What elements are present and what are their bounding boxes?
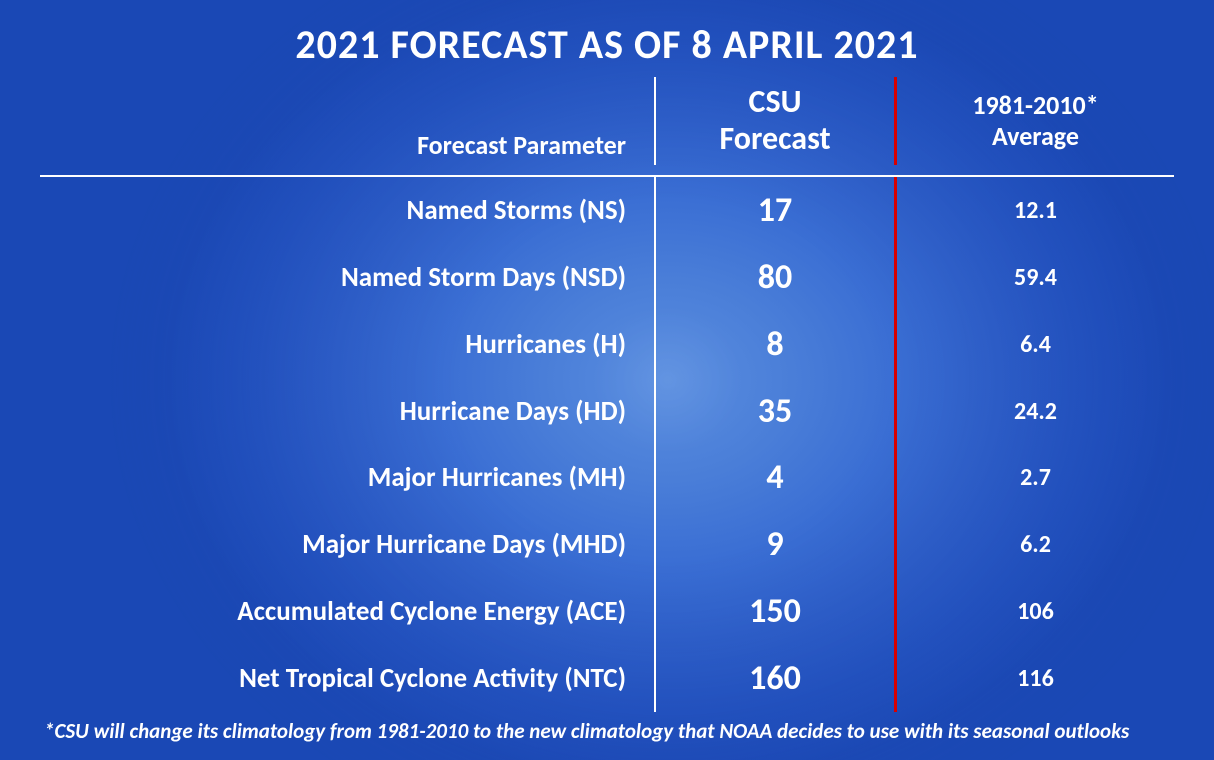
cell-parameter: Hurricanes (H) <box>40 328 654 361</box>
cell-average: 116 <box>894 645 1174 712</box>
table-row: Hurricane Days (HD)3524.2 <box>40 378 1174 445</box>
cell-average: 12.1 <box>894 177 1174 244</box>
table-row: Major Hurricane Days (MHD)96.2 <box>40 511 1174 578</box>
col-header-parameter: Forecast Parameter <box>40 129 654 165</box>
cell-parameter: Major Hurricane Days (MHD) <box>40 528 654 561</box>
table-row: Named Storms (NS)1712.1 <box>40 177 1174 244</box>
cell-parameter: Accumulated Cyclone Energy (ACE) <box>40 595 654 628</box>
cell-average: 6.4 <box>894 311 1174 378</box>
table-row: Hurricanes (H)86.4 <box>40 311 1174 378</box>
cell-parameter: Major Hurricanes (MH) <box>40 461 654 494</box>
table-header-row: Forecast Parameter CSUForecast 1981-2010… <box>40 77 1174 177</box>
cell-parameter: Net Tropical Cyclone Activity (NTC) <box>40 662 654 695</box>
table-row: Major Hurricanes (MH)42.7 <box>40 445 1174 512</box>
cell-csu-forecast: 4 <box>654 445 894 512</box>
col-header-average: 1981-2010*Average <box>894 77 1174 165</box>
cell-csu-forecast: 17 <box>654 177 894 244</box>
forecast-table: Forecast Parameter CSUForecast 1981-2010… <box>40 77 1174 712</box>
footnote: *CSU will change its climatology from 19… <box>40 718 1174 750</box>
table-row: Named Storm Days (NSD)8059.4 <box>40 244 1174 311</box>
forecast-card: 2021 FORECAST AS OF 8 APRIL 2021 Forecas… <box>0 0 1214 760</box>
cell-csu-forecast: 35 <box>654 378 894 445</box>
table-row: Accumulated Cyclone Energy (ACE)150106 <box>40 578 1174 645</box>
cell-average: 6.2 <box>894 511 1174 578</box>
cell-csu-forecast: 9 <box>654 511 894 578</box>
cell-average: 59.4 <box>894 244 1174 311</box>
cell-parameter: Named Storms (NS) <box>40 194 654 227</box>
page-title: 2021 FORECAST AS OF 8 APRIL 2021 <box>40 20 1174 69</box>
col-header-csu-forecast: CSUForecast <box>654 77 894 165</box>
cell-average: 2.7 <box>894 445 1174 512</box>
cell-average: 24.2 <box>894 378 1174 445</box>
cell-parameter: Named Storm Days (NSD) <box>40 261 654 294</box>
cell-csu-forecast: 80 <box>654 244 894 311</box>
cell-csu-forecast: 150 <box>654 578 894 645</box>
cell-csu-forecast: 160 <box>654 645 894 712</box>
cell-average: 106 <box>894 578 1174 645</box>
table-body: Named Storms (NS)1712.1Named Storm Days … <box>40 177 1174 712</box>
cell-parameter: Hurricane Days (HD) <box>40 395 654 428</box>
table-row: Net Tropical Cyclone Activity (NTC)16011… <box>40 645 1174 712</box>
cell-csu-forecast: 8 <box>654 311 894 378</box>
